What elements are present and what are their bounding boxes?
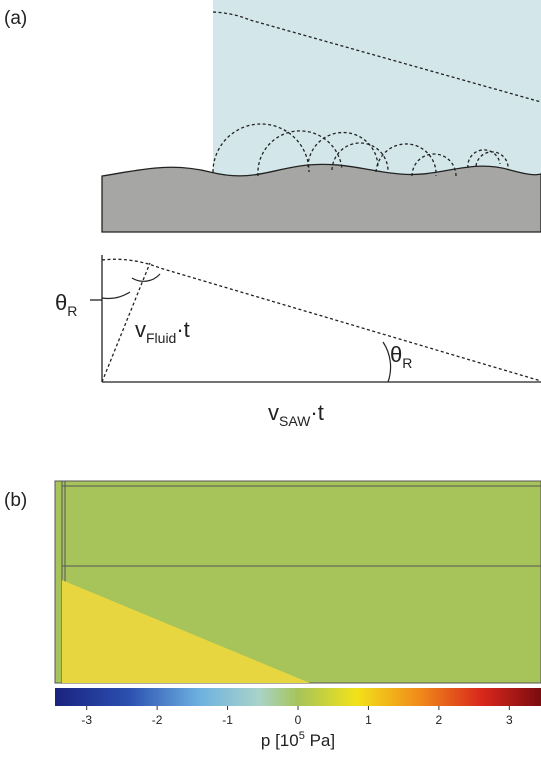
colorbar-tick-label: -1 bbox=[222, 713, 233, 727]
colorbar-tick-label: -2 bbox=[152, 713, 163, 727]
page: (a) θR vFluid·t θR vSAW·t (b) p [105 Pa]… bbox=[0, 0, 541, 752]
angle-label: θR bbox=[390, 342, 412, 371]
panel-label: (a) bbox=[4, 8, 27, 29]
colorbar-tick-label: 3 bbox=[506, 713, 513, 727]
fluid bbox=[213, 0, 541, 182]
panel-label: (b) bbox=[4, 490, 27, 511]
fluid-speed-label: vFluid·t bbox=[135, 317, 190, 346]
triangle bbox=[90, 255, 541, 382]
colorbar-tick-label: 2 bbox=[436, 713, 443, 727]
colorbar-tick-label: 1 bbox=[365, 713, 372, 727]
substrate bbox=[102, 164, 541, 232]
figure: (a) θR vFluid·t θR vSAW·t (b) p [105 Pa]… bbox=[0, 0, 541, 752]
angle-label: θR bbox=[55, 290, 77, 319]
colorbar-tick-label: 0 bbox=[295, 713, 302, 727]
saw-speed-label: vSAW·t bbox=[268, 400, 324, 429]
colorbar-label: p [105 Pa] bbox=[261, 730, 335, 750]
colorbar-tick-label: -3 bbox=[81, 713, 92, 727]
colorbar bbox=[55, 688, 541, 706]
